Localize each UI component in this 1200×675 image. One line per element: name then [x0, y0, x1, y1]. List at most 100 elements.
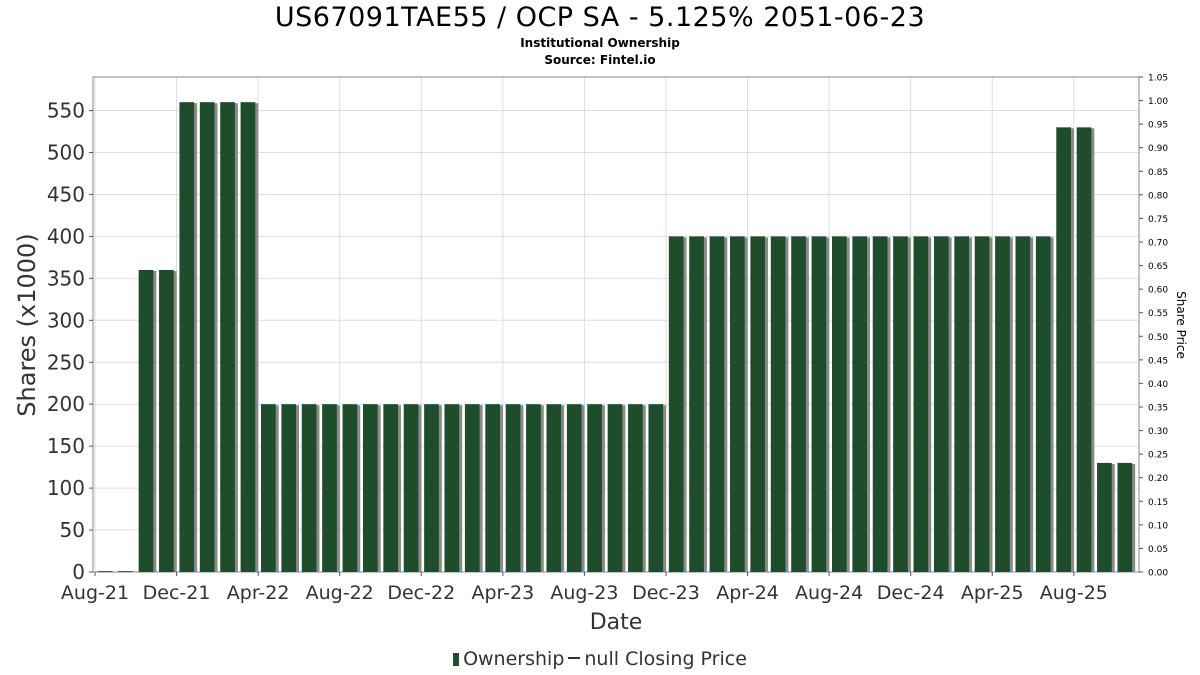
y2-tick-label: 0.25: [1148, 451, 1168, 461]
y2-tick-label: 1.05: [1148, 74, 1168, 84]
bar: [444, 404, 460, 572]
x-tick-label: Aug-24: [795, 582, 863, 604]
x-tick-label: Dec-21: [143, 582, 211, 604]
bar: [811, 236, 827, 572]
y2-tick-label: 0.65: [1148, 262, 1168, 272]
chart-source: Source: Fintel.io: [544, 53, 656, 67]
bar: [831, 236, 847, 572]
y2-tick-label: 0.55: [1148, 309, 1168, 319]
bar: [730, 236, 745, 572]
y2-tick-label: 0.35: [1148, 404, 1168, 414]
x-tick-label: Apr-22: [227, 582, 290, 604]
bar: [301, 404, 317, 572]
bar: [852, 236, 868, 572]
y-tick-label: 200: [47, 392, 85, 416]
x-tick-label: Dec-22: [387, 582, 455, 604]
legend-price-label: null Closing Price: [584, 648, 747, 670]
bar: [424, 404, 439, 572]
bar: [159, 269, 174, 572]
y2-tick-label: 0.30: [1148, 427, 1168, 437]
x-tick-label: Aug-21: [61, 582, 129, 604]
y-tick-label: 400: [47, 224, 85, 248]
bar: [1035, 236, 1051, 572]
bar: [628, 404, 643, 572]
bar: [383, 404, 399, 572]
y2-tick-label: 0.95: [1148, 121, 1168, 131]
y-tick-label: 550: [47, 99, 85, 123]
y-tick-label: 100: [47, 476, 85, 500]
x-tick-label: Dec-24: [877, 582, 945, 604]
y2-tick-label: 0.75: [1148, 215, 1168, 225]
bar: [689, 236, 704, 572]
bar: [954, 236, 970, 572]
bar: [403, 404, 419, 572]
bar: [199, 102, 215, 572]
bar: [872, 236, 888, 572]
bar: [220, 102, 235, 572]
bar: [933, 236, 949, 572]
legend-ownership-swatch: [453, 653, 460, 666]
bar: [1097, 462, 1112, 572]
y2-tick-label: 0.10: [1148, 521, 1168, 531]
y-axis-label: Shares (x1000): [13, 233, 41, 416]
y2-tick-label: 0.90: [1148, 144, 1168, 154]
bar: [566, 404, 582, 572]
x-tick-label: Apr-23: [471, 582, 534, 604]
bar: [1117, 462, 1133, 572]
bar: [791, 236, 806, 572]
x-tick-label: Dec-23: [632, 582, 700, 604]
bar: [1076, 127, 1092, 572]
bar: [342, 404, 358, 572]
y-tick-label: 450: [47, 182, 85, 206]
x-tick-label: Aug-23: [550, 582, 618, 604]
bar: [974, 236, 990, 572]
y-tick-label: 300: [47, 308, 85, 332]
y2-tick-label: 1.00: [1148, 97, 1168, 107]
y2-tick-label: 0.00: [1148, 569, 1168, 579]
y-tick-label: 500: [47, 141, 85, 165]
y2-tick-label: 0.45: [1148, 356, 1168, 366]
bar: [485, 404, 500, 572]
bar: [260, 404, 276, 572]
chart-legend: Ownership null Closing Price: [0, 648, 1200, 670]
bar: [587, 404, 602, 572]
x-tick-label: Aug-22: [306, 582, 374, 604]
y2-tick-label: 0.05: [1148, 545, 1168, 555]
y2-tick-label: 0.15: [1148, 498, 1168, 508]
y-tick-label: 250: [47, 350, 85, 374]
legend-price-swatch: [568, 657, 581, 659]
bar: [770, 236, 786, 572]
bar: [138, 269, 154, 572]
bar: [362, 404, 378, 572]
y2-tick-label: 0.85: [1148, 168, 1168, 178]
bar: [668, 236, 684, 572]
y2-tick-label: 0.40: [1148, 380, 1168, 390]
bar: [505, 404, 521, 572]
bar: [607, 404, 623, 572]
bar: [464, 404, 480, 572]
legend-ownership-label: Ownership: [463, 648, 565, 670]
bar: [709, 236, 725, 572]
y2-axis-label: Share Price: [1174, 291, 1188, 359]
bar: [546, 404, 562, 572]
bar: [179, 102, 195, 572]
x-tick-label: Apr-25: [961, 582, 1024, 604]
bar: [750, 236, 766, 572]
y2-tick-label: 0.20: [1148, 474, 1168, 484]
bar: [240, 102, 256, 572]
x-tick-label: Aug-25: [1040, 582, 1108, 604]
bar: [322, 404, 337, 572]
y2-tick-label: 0.60: [1148, 286, 1168, 296]
bar: [893, 236, 908, 572]
x-axis-label: Date: [590, 610, 643, 635]
bar: [1015, 236, 1031, 572]
bar: [648, 404, 664, 572]
y2-tick-label: 0.70: [1148, 239, 1168, 249]
x-tick-label: Apr-24: [716, 582, 779, 604]
bar: [995, 236, 1010, 572]
y2-tick-label: 0.80: [1148, 191, 1168, 201]
bar: [526, 404, 541, 572]
chart-subtitle: Institutional Ownership: [520, 36, 680, 50]
y-tick-label: 150: [47, 434, 85, 458]
